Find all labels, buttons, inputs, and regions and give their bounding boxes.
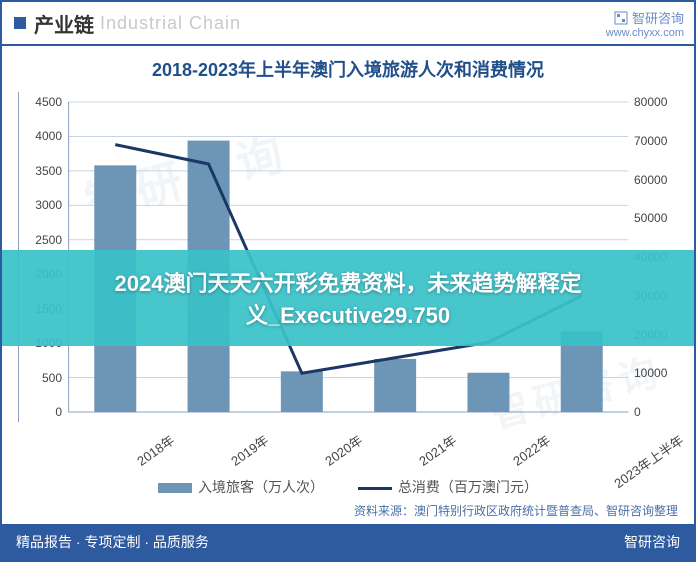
brand-url: www.chyxx.com xyxy=(606,27,684,39)
legend-line-label: 总消费（百万澳门元） xyxy=(398,479,538,495)
brand: 智研咨询 www.chyxx.com xyxy=(606,8,684,39)
brand-icon xyxy=(614,11,628,25)
chart-title: 2018-2023年上半年澳门入境旅游人次和消费情况 xyxy=(2,56,694,82)
legend-line-swatch xyxy=(358,487,392,490)
header-title-cn: 产业链 xyxy=(34,9,94,38)
x-tick-label: 2018年 xyxy=(133,430,178,470)
legend-bar-label: 入境旅客（万人次） xyxy=(198,479,324,495)
footer-right: 智研咨询 xyxy=(624,532,680,552)
header-title-en: Industrial Chain xyxy=(100,13,241,34)
overlay-banner: 2024澳门天天六开彩免费资料，未来趋势解释定 义_Executive29.75… xyxy=(2,250,694,346)
brand-name-text: 智研咨询 xyxy=(632,8,684,27)
x-tick-label: 2020年 xyxy=(321,430,366,470)
brand-name: 智研咨询 xyxy=(606,8,684,27)
footer: 精品报告 · 专项定制 · 品质服务 智研咨询 xyxy=(2,524,694,560)
x-tick-label: 2019年 xyxy=(227,430,272,470)
header-bullet xyxy=(14,17,26,29)
x-tick-label: 2021年 xyxy=(415,430,460,470)
legend: 入境旅客（万人次） 总消费（百万澳门元） xyxy=(2,477,694,497)
overlay-line2: 义_Executive29.750 xyxy=(246,298,450,330)
card: 产业链 Industrial Chain 智研咨询 www.chyxx.com … xyxy=(0,0,696,562)
overlay-line1: 2024澳门天天六开彩免费资料，未来趋势解释定 xyxy=(115,266,582,298)
x-tick-label: 2022年 xyxy=(509,430,554,470)
footer-left: 精品报告 · 专项定制 · 品质服务 xyxy=(16,532,209,552)
source-text: 资料来源：澳门特别行政区政府统计暨普查局、智研咨询整理 xyxy=(354,502,678,519)
x-axis-labels: 2018年2019年2020年2021年2022年2023年上半年 xyxy=(18,424,678,474)
legend-bar-swatch xyxy=(158,483,192,493)
header: 产业链 Industrial Chain xyxy=(2,2,694,46)
